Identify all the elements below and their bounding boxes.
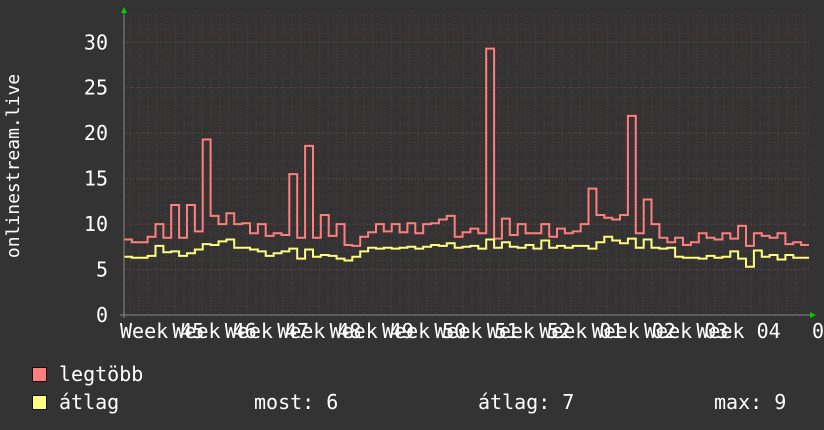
series-line-average [124, 235, 809, 268]
series-lines [124, 47, 809, 268]
legend-item-max: legtöbb [32, 362, 143, 386]
y-axis-label: onlinestream.live [3, 74, 24, 258]
x-tick-label: Week 03 [644, 319, 728, 343]
legend-label-avg: átlag [59, 390, 120, 414]
stat-max: max: 9 [714, 390, 787, 414]
y-tick-label: 5 [96, 258, 108, 282]
y-tick-label: 10 [84, 212, 108, 236]
legend-swatch-avg [32, 394, 47, 410]
y-tick-labels: 0 5 10 15 20 25 30 [84, 30, 108, 327]
x-tick-label: Week 47 [225, 319, 309, 343]
y-tick-label: 0 [96, 303, 108, 327]
legend-item-avg: átlag [32, 390, 119, 414]
legend-swatch-max [32, 366, 47, 382]
x-tick-label: Week 04 [696, 319, 780, 343]
x-tick-label: Week 45 [120, 319, 204, 343]
x-tick-label: Week 52 [487, 319, 571, 343]
grid [124, 14, 809, 315]
x-tick-label: Week 01 [539, 319, 623, 343]
x-axis-arrow-icon [810, 312, 816, 318]
legend-label-max: legtöbb [59, 362, 144, 386]
y-tick-label: 30 [84, 30, 108, 54]
x-tick-label: Week 46 [172, 319, 256, 343]
series-line-max [124, 47, 809, 247]
x-tick-label: Week 48 [277, 319, 361, 343]
x-tick-label: 0 [812, 319, 824, 343]
x-tick-label: Week 02 [592, 319, 676, 343]
x-tick-label: Week 50 [382, 319, 466, 343]
x-tick-label: Week 49 [330, 319, 414, 343]
y-axis-arrow-icon [121, 7, 127, 13]
y-tick-label: 25 [84, 76, 108, 100]
y-tick-label: 20 [84, 121, 108, 145]
x-tick-label: Week 51 [434, 319, 518, 343]
y-tick-label: 15 [84, 167, 108, 191]
stat-current: most: 6 [254, 390, 339, 414]
stat-average: átlag: 7 [478, 390, 575, 414]
